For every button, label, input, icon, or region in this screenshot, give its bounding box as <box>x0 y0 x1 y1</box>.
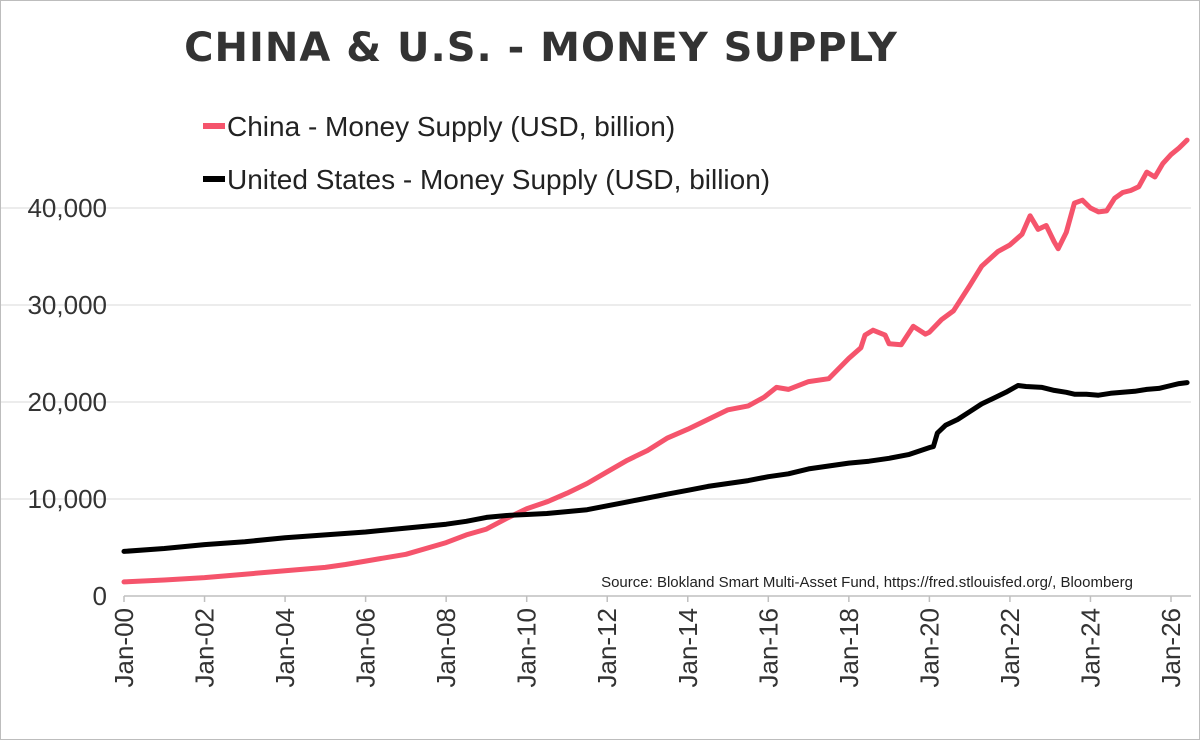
x-tick-label: Jan-20 <box>914 608 944 688</box>
y-tick-label: 30,000 <box>27 290 107 320</box>
x-tick-label: Jan-26 <box>1156 608 1186 688</box>
source-annotation: Source: Blokland Smart Multi-Asset Fund,… <box>601 574 1133 591</box>
y-tick-label: 0 <box>93 581 107 611</box>
x-tick-label: Jan-14 <box>673 608 703 688</box>
us-series-line <box>121 380 1190 554</box>
y-axis-tick-labels: 0 10,000 20,000 30,000 40,000 <box>27 193 107 611</box>
gridlines <box>1 207 1191 597</box>
y-tick-label: 40,000 <box>27 193 107 223</box>
x-tick-label: Jan-02 <box>190 608 220 688</box>
x-tick-label: Jan-16 <box>753 608 783 688</box>
x-tick-label: Jan-10 <box>512 608 542 688</box>
china-series-line <box>121 137 1190 585</box>
y-tick-label: 20,000 <box>27 387 107 417</box>
legend-label-china: China - Money Supply (USD, billion) <box>227 111 675 142</box>
x-tick-label: Jan-24 <box>1075 608 1105 688</box>
series-lines <box>121 137 1190 585</box>
legend-label-united-states: United States - Money Supply (USD, billi… <box>227 164 770 195</box>
y-tick-label: 10,000 <box>27 484 107 514</box>
chart-title: CHINA & U.S. - MONEY SUPPLY <box>184 25 898 71</box>
legend: China - Money Supply (USD, billion) Unit… <box>203 111 770 195</box>
x-tick-label: Jan-06 <box>351 608 381 688</box>
x-tick-label: Jan-00 <box>109 608 139 688</box>
x-tick-label: Jan-22 <box>995 608 1025 688</box>
x-tick-label: Jan-04 <box>270 608 300 688</box>
x-tick-label: Jan-18 <box>834 608 864 688</box>
x-tick-label: Jan-12 <box>592 608 622 688</box>
x-axis-tick-labels: Jan-00 Jan-02 Jan-04 Jan-06 Jan-08 Jan-10 Jan-… <box>109 596 1186 688</box>
x-tick-label: Jan-08 <box>431 608 461 688</box>
